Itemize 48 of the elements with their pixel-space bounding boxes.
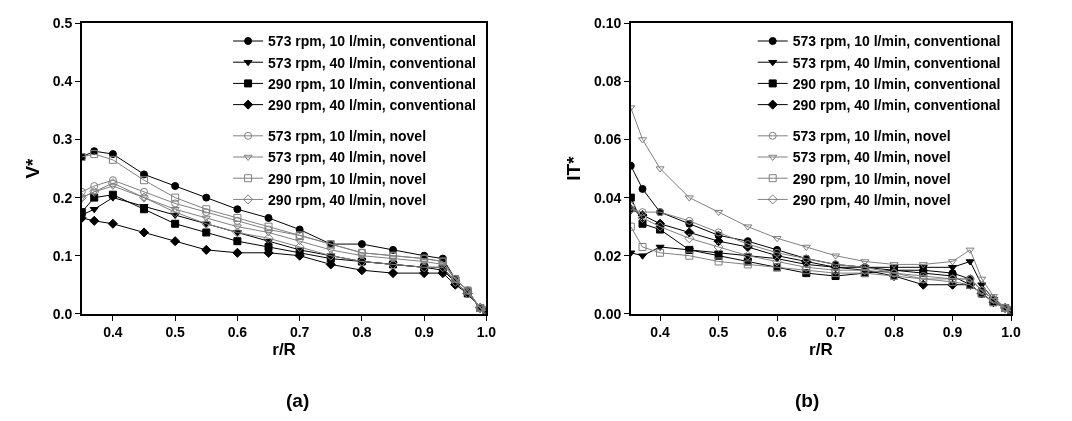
legend-label: 573 rpm, 10 l/min, novel bbox=[268, 128, 427, 145]
x-tick-label: 0.9 bbox=[942, 324, 963, 341]
legend-label: 573 rpm, 40 l/min, novel bbox=[792, 149, 951, 166]
x-tick-label: 0.8 bbox=[352, 324, 372, 341]
x-tick-label: 0.5 bbox=[165, 324, 186, 341]
y-tick-label: 0.0 bbox=[52, 305, 73, 322]
x-tick-label: 0.6 bbox=[767, 324, 787, 341]
legend-label: 290 rpm, 10 l/min, conventional bbox=[792, 75, 1001, 92]
x-tick-label: 0.4 bbox=[103, 324, 123, 341]
y-tick-label: 0.10 bbox=[594, 15, 622, 32]
y-tick-label: 0.5 bbox=[52, 15, 73, 32]
legend-label: 573 rpm, 40 l/min, novel bbox=[268, 149, 427, 166]
y-tick-label: 0.1 bbox=[52, 247, 73, 264]
legend-label: 573 rpm, 10 l/min, novel bbox=[792, 128, 951, 145]
legend-label: 573 rpm, 10 l/min, conventional bbox=[792, 33, 1001, 50]
x-tick-label: 0.7 bbox=[289, 324, 310, 341]
y-axis-title: V* bbox=[22, 157, 44, 179]
legend-label: 290 rpm, 10 l/min, novel bbox=[792, 170, 951, 187]
legend-label: 290 rpm, 40 l/min, conventional bbox=[268, 97, 476, 114]
y-tick-label: 0.08 bbox=[594, 73, 622, 90]
legend-label: 290 rpm, 10 l/min, conventional bbox=[268, 75, 476, 92]
y-tick-label: 0.2 bbox=[52, 189, 73, 206]
legend-label: 290 rpm, 40 l/min, conventional bbox=[792, 97, 1001, 114]
legend-label: 290 rpm, 10 l/min, novel bbox=[268, 170, 427, 187]
x-tick-label: 0.7 bbox=[825, 324, 846, 341]
x-tick-label: 1.0 bbox=[1001, 324, 1021, 341]
x-tick-label: 0.4 bbox=[650, 324, 671, 341]
x-tick-label: 1.0 bbox=[476, 324, 497, 341]
text: (b) bbox=[795, 390, 820, 411]
text: (a) bbox=[286, 390, 310, 411]
x-tick-label: 0.8 bbox=[884, 324, 904, 341]
x-tick-label: 0.5 bbox=[708, 324, 729, 341]
x-tick-label: 0.6 bbox=[227, 324, 248, 341]
x-tick-label: 0.9 bbox=[414, 324, 435, 341]
y-axis-title: IT* bbox=[563, 155, 585, 181]
legend-label: 573 rpm, 40 l/min, conventional bbox=[268, 54, 476, 71]
legend-label: 573 rpm, 40 l/min, conventional bbox=[792, 54, 1001, 71]
y-tick-label: 0.02 bbox=[594, 247, 622, 264]
x-axis-title: r/R bbox=[809, 340, 833, 360]
y-tick-label: 0.00 bbox=[594, 305, 622, 322]
legend-label: 290 rpm, 40 l/min, novel bbox=[268, 191, 427, 208]
y-tick-label: 0.3 bbox=[52, 131, 73, 148]
y-tick-label: 0.06 bbox=[594, 131, 622, 148]
x-axis-title: r/R bbox=[272, 340, 296, 360]
y-tick-label: 0.4 bbox=[52, 73, 73, 90]
y-tick-label: 0.04 bbox=[594, 189, 622, 206]
legend-label: 290 rpm, 40 l/min, novel bbox=[792, 191, 951, 208]
legend-label: 573 rpm, 10 l/min, conventional bbox=[268, 33, 476, 50]
